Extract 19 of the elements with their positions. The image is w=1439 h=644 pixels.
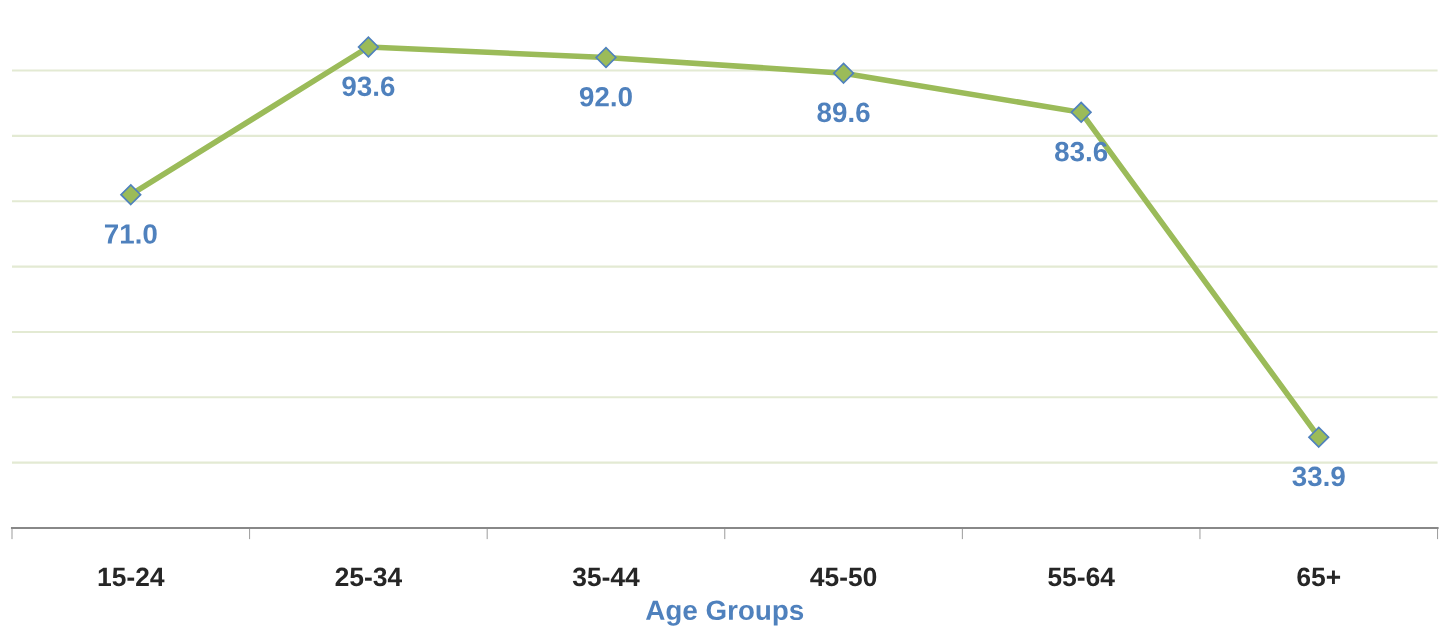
x-axis-title: Age Groups xyxy=(645,600,804,626)
point xyxy=(1070,101,1092,124)
point xyxy=(120,184,142,206)
data-label: 83.6 xyxy=(1055,141,1108,162)
data-label: 71.0 xyxy=(104,224,157,244)
x-tick-label: 55-64 xyxy=(1048,567,1115,587)
point xyxy=(1308,426,1330,448)
x-tick-label: 15-24 xyxy=(98,567,165,587)
data-label: 89.6 xyxy=(817,102,870,123)
data-label: 92.0 xyxy=(579,86,632,107)
data-label: 93.6 xyxy=(342,76,395,97)
x-tick-label: 45-50 xyxy=(810,567,877,587)
x-tick-label: 25-34 xyxy=(335,567,402,587)
point xyxy=(832,62,855,84)
point xyxy=(595,46,617,69)
data-label: 33.9 xyxy=(1292,466,1345,487)
point xyxy=(357,36,380,58)
x-tick-label: 65+ xyxy=(1297,567,1341,587)
x-tick-label: 35-44 xyxy=(572,567,640,587)
